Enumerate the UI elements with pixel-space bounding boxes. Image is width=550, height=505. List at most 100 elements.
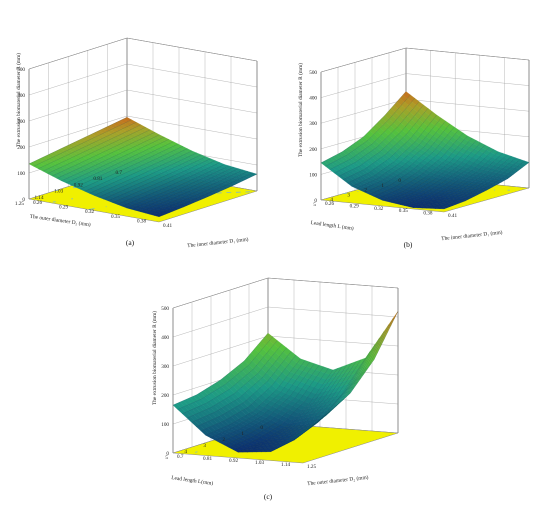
y-tick-label: 0.41	[163, 223, 172, 229]
z-tick-label: 300	[309, 121, 317, 127]
surface-meshline	[342, 108, 429, 180]
surface-meshline	[135, 167, 234, 211]
z-tick-label: 400	[161, 335, 169, 341]
surface-meshline	[247, 366, 343, 453]
surface-meshline	[347, 111, 433, 184]
z-gridline	[320, 47, 530, 73]
y-tick-label: 0.29	[350, 203, 359, 209]
x-axis-title: The outer diameter D₂ (mm)	[29, 213, 91, 229]
surface-meshline	[126, 164, 225, 209]
surface-meshline	[149, 171, 248, 215]
surface-meshline	[408, 149, 494, 207]
surface-meshline	[154, 172, 253, 216]
surface-chart-b: 0 100 200 300 400 500 0 1 2 3 4 5 0.41 0.38 0.35 0.32 0.…	[297, 47, 530, 249]
surface-meshline	[93, 150, 193, 196]
surface-meshline	[270, 357, 366, 452]
surface-meshline	[413, 151, 499, 208]
x-tick-label: 4	[330, 197, 333, 203]
z-tick-label: 200	[161, 393, 169, 399]
surface-meshline	[52, 129, 151, 177]
surface-meshline	[200, 355, 296, 432]
surface-meshline	[369, 126, 455, 195]
z-axis-title: The extrusion biomaterial diameter R (mm…	[15, 53, 22, 147]
surface-meshline	[103, 154, 202, 200]
response-surface	[28, 117, 258, 217]
floor-contour	[88, 208, 95, 210]
surface-meshline	[42, 124, 141, 172]
x-tick-label: 4	[184, 449, 187, 455]
z-gridline	[172, 306, 399, 338]
y-tick-label: 0.81	[203, 456, 212, 462]
z-axis-title: The extrusion biomaterial diameter R (mm…	[151, 311, 158, 405]
z-tick-label: 400	[309, 96, 317, 102]
x-tick-label: 0.7	[116, 170, 123, 176]
floor-contour	[195, 451, 198, 453]
surface-meshline	[80, 143, 179, 190]
surface-meshline	[70, 139, 169, 186]
y-tick-label: 0.26	[325, 201, 334, 207]
y-tick-label: 0.29	[59, 205, 68, 211]
surface-meshline	[320, 91, 407, 163]
surface-meshline	[219, 363, 315, 443]
z-tick-label: 200	[17, 145, 25, 151]
x-tick-label: 2	[364, 188, 367, 194]
surface-meshline	[182, 340, 278, 414]
y-tick-label: 0.38	[137, 218, 146, 224]
surface-meshline	[177, 336, 273, 410]
surface-meshline	[378, 132, 464, 199]
panel-label: (b)	[404, 240, 413, 249]
surface-meshline	[172, 333, 269, 406]
x-tick-label: 5	[313, 202, 316, 208]
surface-meshline	[75, 141, 174, 188]
surface-meshline	[205, 358, 301, 436]
x-tick-label: 3	[203, 443, 206, 449]
surface-meshline	[186, 344, 283, 419]
x-tick-label: 0	[398, 178, 401, 184]
surface-meshline	[112, 158, 211, 203]
z-gridline	[28, 63, 258, 96]
z-tick-label: 500	[161, 306, 169, 312]
surface-meshline	[417, 153, 503, 209]
chart-panel-a: 0 100 200 300 400 500 0.7 0.81 0.92 1.03 1.14 1.25 0…	[0, 0, 280, 250]
y-tick-label: 0.26	[33, 200, 42, 206]
surface-meshline	[131, 165, 230, 210]
surface-cell	[386, 317, 395, 332]
surface-meshline	[426, 156, 512, 209]
panel-label: (a)	[126, 238, 135, 247]
z-tick-label: 100	[17, 171, 25, 177]
surface-meshline	[443, 162, 530, 210]
surface-meshline	[61, 134, 160, 181]
x-tick-label: 2	[222, 437, 225, 443]
surface-meshline	[373, 129, 459, 197]
surface-meshline	[256, 363, 352, 453]
surface-chart-a: 0 100 200 300 400 500 0.7 0.81 0.92 1.03 1.14 1.25 0…	[15, 37, 258, 249]
y-tick-label: 1.25	[307, 464, 316, 470]
surface-meshline	[391, 140, 477, 203]
y-tick-label: 0.92	[229, 458, 238, 464]
z-gridline	[28, 37, 258, 70]
surface-meshline	[33, 119, 132, 167]
surface-meshline	[107, 156, 206, 201]
x-tick-label: 0	[260, 425, 263, 431]
z-tick-label: 0	[314, 198, 317, 204]
x-tick-label: 0.92	[74, 182, 83, 188]
z-tick-label: 100	[309, 172, 317, 178]
z-tick-label: 400	[17, 93, 25, 99]
surface-cell	[389, 311, 399, 325]
surface-meshline	[242, 368, 338, 453]
y-tick-label: 0.32	[374, 206, 383, 212]
surface-meshline	[210, 360, 306, 438]
surface-meshline	[224, 365, 320, 446]
surface-meshline	[351, 114, 437, 187]
y-tick-label: 0.38	[423, 211, 432, 217]
surface-meshline	[265, 359, 361, 452]
response-surface	[172, 311, 399, 453]
x-tick-label: 1	[381, 183, 384, 189]
surface-meshline	[158, 173, 258, 217]
x-axis-title: Lead length L (mm)	[310, 219, 354, 232]
x-tick-label: 1	[241, 431, 244, 437]
surface-meshline	[28, 117, 128, 165]
y-tick-label: 0.7	[177, 454, 184, 460]
z-gridline	[28, 89, 258, 122]
surface-meshline	[66, 136, 165, 184]
